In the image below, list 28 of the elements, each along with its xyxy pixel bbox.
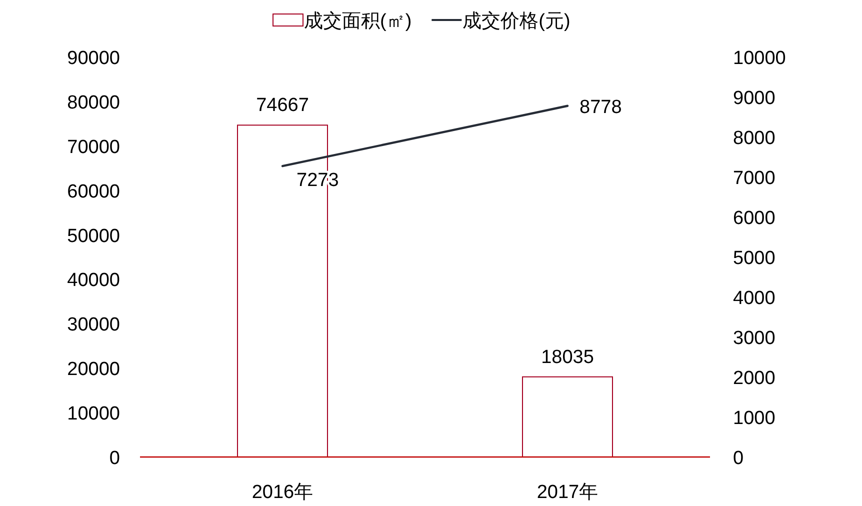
y2-tick-label: 2000	[733, 368, 776, 389]
y2-tick-label: 4000	[733, 288, 776, 309]
y-tick-label: 90000	[67, 48, 120, 69]
y-tick-label: 20000	[67, 359, 120, 380]
data-label: 74667	[256, 95, 309, 116]
y-tick-label: 50000	[67, 226, 120, 247]
y-tick-label: 60000	[67, 181, 120, 202]
y2-tick-label: 0	[733, 448, 744, 469]
data-label: 8778	[580, 96, 622, 118]
y-tick-label: 30000	[67, 314, 120, 336]
y-tick-label: 80000	[67, 92, 120, 114]
y2-tick-label: 3000	[733, 328, 776, 349]
y-tick-label: 70000	[67, 136, 120, 158]
y-tick-label: 40000	[67, 270, 120, 292]
y2-tick-label: 8000	[733, 128, 776, 149]
y2-tick-label: 7000	[733, 168, 776, 189]
x-tick-label: 2016年	[252, 482, 314, 503]
x-tick-label: 2017年	[536, 482, 598, 503]
y2-tick-label: 1000	[733, 408, 776, 429]
y-tick-label: 10000	[67, 404, 120, 425]
data-label: 18035	[541, 346, 594, 368]
y2-tick-label: 10000	[733, 48, 786, 69]
y2-tick-label: 6000	[733, 208, 776, 229]
legend-label: 成交面积(㎡)	[304, 10, 412, 32]
y-tick-label: 0	[109, 448, 120, 469]
y2-tick-label: 5000	[733, 248, 776, 269]
y2-tick-label: 9000	[733, 88, 776, 109]
legend-label: 成交价格(元)	[462, 10, 570, 32]
